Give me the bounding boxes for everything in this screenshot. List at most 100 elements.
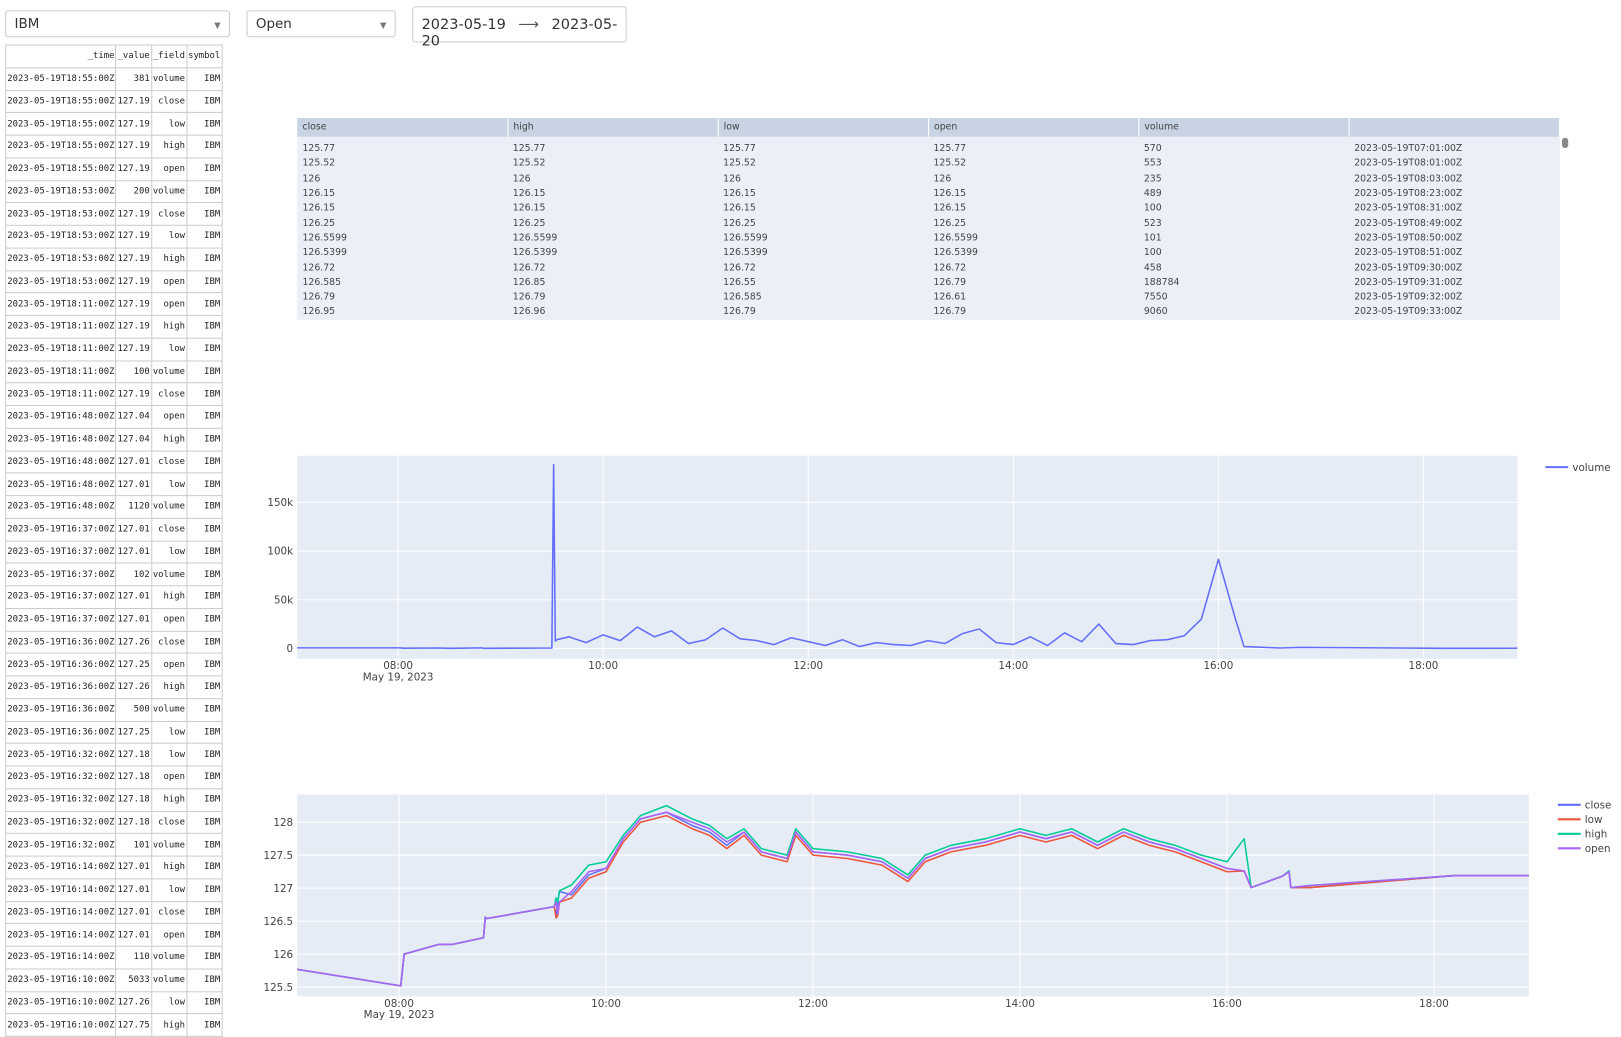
cell: 2023-05-19T16:14:00Z	[5, 945, 117, 970]
cell: 1120	[115, 495, 152, 519]
cell: IBM	[186, 540, 223, 564]
row: 126.5599 126.5599 126.5599 126.5599 101 2023-…	[297, 231, 1559, 246]
legend-label: high	[1585, 828, 1608, 840]
cell: 381	[115, 67, 152, 91]
cell: 2023-05-19T16:48:00Z	[5, 427, 117, 452]
cell: IBM	[186, 630, 223, 654]
cell: 126.5399	[723, 247, 768, 259]
cell: 125.77	[933, 144, 967, 155]
cell: IBM	[186, 900, 223, 925]
cell: 102	[115, 562, 152, 587]
cell: IBM	[186, 810, 223, 835]
row: 126.79 126.79 126.585 126.61 7550 2023-05-19T…	[297, 290, 1559, 305]
row: 2023-05-19T18:11:00Z 100 volume IBM	[5, 359, 223, 384]
y-tick-label: 50k	[274, 594, 293, 606]
cell: 126	[302, 173, 321, 185]
legend-label: open	[1585, 843, 1611, 855]
cell: close	[150, 630, 188, 654]
cell: 126.96	[512, 307, 546, 318]
cell: 126.5399	[933, 247, 978, 259]
cell: 127.01	[115, 900, 152, 925]
cell: open	[150, 652, 188, 677]
cell: 126.15	[302, 188, 336, 199]
row: 125.52 125.52 125.52 125.52 553 2023-05-19T08…	[297, 157, 1559, 172]
cell: 126.15	[512, 203, 546, 214]
cell: 2023-05-19T18:53:00Z	[5, 269, 117, 294]
cell: 2023-05-19T09:32:00Z	[1354, 292, 1463, 303]
header-cell: open	[928, 118, 1140, 137]
cell: IBM	[186, 269, 223, 294]
row: 2023-05-19T18:53:00Z 127.19 close IBM	[5, 202, 223, 226]
caret: ▼	[379, 20, 387, 31]
row: 126.15 126.15 126.15 126.15 100 2023-05-19T08…	[297, 201, 1559, 216]
cell: volume	[150, 495, 188, 519]
cell: low	[150, 990, 188, 1015]
row: 126.585 126.85 126.55 126.79 188784 2023-05-1…	[297, 275, 1559, 290]
date-end[interactable]: 2023-05-20	[421, 16, 618, 50]
cell: 127.19	[115, 202, 152, 226]
cell: 2023-05-19T16:14:00Z	[5, 900, 117, 925]
cell: IBM	[186, 652, 223, 677]
x-date-label: May 19, 2023	[364, 1009, 435, 1021]
cell: close	[150, 382, 188, 407]
row: 2023-05-19T16:10:00Z 127.75 high IBM	[5, 1013, 223, 1037]
x-tick-label: 18:00	[1409, 660, 1439, 672]
cell: 127.01	[115, 607, 152, 632]
cell: open	[150, 607, 188, 632]
cell: 2023-05-19T08:51:00Z	[1354, 247, 1463, 259]
cell: 2023-05-19T16:48:00Z	[5, 495, 117, 519]
cell: 2023-05-19T08:31:00Z	[1354, 203, 1463, 214]
cell: high	[150, 855, 188, 880]
cell: 127.01	[115, 923, 152, 947]
cell: 125.52	[723, 158, 756, 170]
cell: 127.01	[115, 878, 152, 902]
x-date-label: May 19, 2023	[363, 672, 434, 684]
header-row: close high low open volume	[297, 118, 1560, 137]
field-dropdown[interactable]: Open ▼	[246, 10, 396, 38]
scrollbar[interactable]	[1561, 137, 1569, 149]
cell: 2023-05-19T16:10:00Z	[5, 1013, 117, 1037]
cell: IBM	[186, 833, 223, 857]
cell: IBM	[186, 990, 223, 1015]
row: 2023-05-19T16:10:00Z 127.26 low IBM	[5, 990, 223, 1015]
cell: 126.72	[512, 262, 546, 273]
cell: IBM	[186, 855, 223, 880]
cell: IBM	[186, 450, 223, 474]
cell: 2023-05-19T16:37:00Z	[5, 607, 117, 632]
cell: 126.5399	[512, 247, 558, 259]
cell: 126.5599	[723, 232, 768, 244]
cell: 2023-05-19T16:32:00Z	[5, 787, 117, 812]
cell: close	[150, 900, 188, 925]
cell: 2023-05-19T18:55:00Z	[5, 112, 117, 136]
header-cell: close	[297, 118, 509, 137]
x-tick-label: 16:00	[1203, 660, 1233, 672]
cell: 127.19	[115, 337, 152, 361]
cell: IBM	[186, 337, 223, 361]
date-start[interactable]: 2023-05-19	[421, 16, 506, 34]
cell: 126.585	[302, 277, 342, 288]
cell: volume	[150, 968, 188, 992]
row: 126.95 126.96 126.79 126.79 9060 2023-05-19T0…	[297, 305, 1559, 320]
cell: 2023-05-19T16:14:00Z	[5, 878, 117, 902]
row: 2023-05-19T18:55:00Z 381 volume IBM	[5, 67, 223, 91]
cell: 100	[1143, 247, 1162, 259]
cell: 2023-05-19T16:14:00Z	[5, 923, 117, 947]
cell: IBM	[186, 585, 223, 609]
series-line	[297, 811, 1529, 987]
cell: 127.01	[115, 450, 152, 474]
cell: 2023-05-19T16:10:00Z	[5, 968, 117, 992]
caret: ▼	[214, 20, 221, 31]
cell: 127.19	[115, 247, 152, 271]
header-cell: volume	[1138, 118, 1350, 137]
row: 2023-05-19T16:48:00Z 127.04 open IBM	[5, 405, 223, 429]
cell: volume	[150, 179, 188, 204]
cell: IBM	[186, 112, 223, 136]
cell: IBM	[186, 675, 223, 699]
date-range[interactable]: 2023-05-19 ⟶ 2023-05-20	[412, 6, 627, 50]
symbol-dropdown[interactable]: IBM ▼	[5, 10, 230, 38]
cell: 126.79	[512, 292, 546, 303]
cell: 2023-05-19T08:23:00Z	[1354, 188, 1463, 199]
row: 2023-05-19T16:36:00Z 500 volume IBM	[5, 697, 223, 722]
cell: volume	[150, 945, 188, 970]
cell: 2023-05-19T16:37:00Z	[5, 540, 117, 564]
